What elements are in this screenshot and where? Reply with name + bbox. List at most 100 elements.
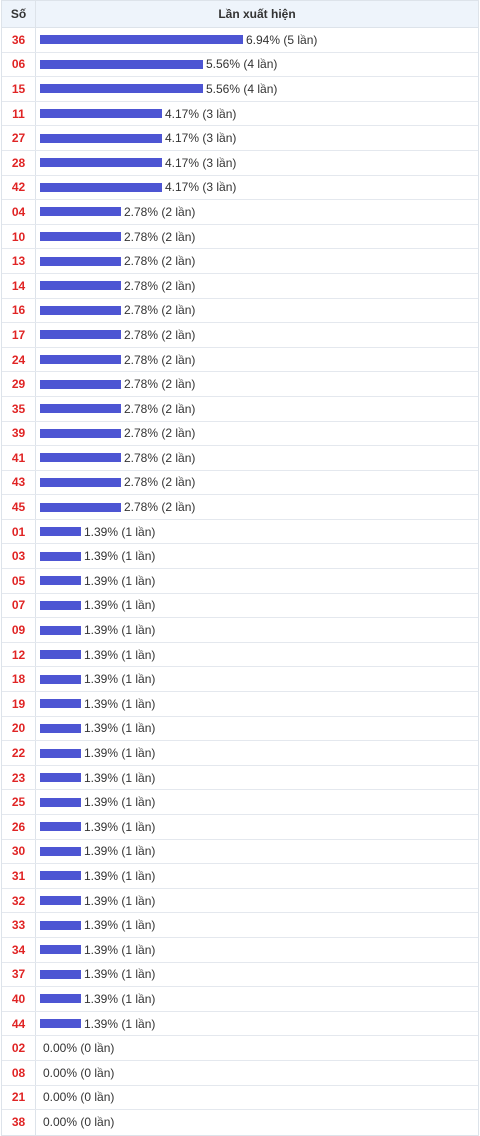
bar-label: 2.78% (2 lần)	[124, 450, 196, 465]
bar-label: 1.39% (1 lần)	[84, 746, 156, 761]
bar-cell: 2.78% (2 lần)	[36, 471, 478, 495]
bar-cell: 0.00% (0 lần)	[36, 1110, 478, 1135]
table-row: 09 1.39% (1 lần)	[2, 618, 478, 643]
row-number: 15	[2, 77, 36, 101]
bar-label: 1.39% (1 lần)	[84, 524, 156, 539]
bar-label: 1.39% (1 lần)	[84, 770, 156, 785]
bar-label: 4.17% (3 lần)	[165, 131, 237, 146]
frequency-bar	[40, 281, 121, 291]
bar-cell: 5.56% (4 lần)	[36, 77, 478, 101]
table-row: 26 1.39% (1 lần)	[2, 815, 478, 840]
table-header: Số Lần xuất hiện	[2, 1, 478, 28]
bar-label: 2.78% (2 lần)	[124, 229, 196, 244]
table-row: 25 1.39% (1 lần)	[2, 790, 478, 815]
table-row: 36 6.94% (5 lần)	[2, 28, 478, 53]
bar-label: 1.39% (1 lần)	[84, 942, 156, 957]
bar-label: 2.78% (2 lần)	[124, 377, 196, 392]
row-number: 21	[2, 1085, 36, 1110]
frequency-bar	[40, 158, 162, 168]
bar-cell: 1.39% (1 lần)	[36, 520, 478, 544]
row-number: 12	[2, 642, 36, 667]
bar-cell: 4.17% (3 lần)	[36, 102, 478, 126]
frequency-bar	[40, 477, 121, 487]
frequency-bar	[40, 428, 121, 438]
frequency-bar	[40, 797, 81, 807]
row-number: 13	[2, 249, 36, 273]
frequency-bar	[40, 969, 81, 979]
table-row: 38 0.00% (0 lần)	[2, 1110, 478, 1135]
row-number: 05	[2, 569, 36, 593]
row-number: 33	[2, 913, 36, 937]
row-number: 44	[2, 1011, 36, 1036]
frequency-bar	[40, 527, 81, 537]
table-row: 35 2.78% (2 lần)	[2, 396, 478, 422]
table-row: 37 1.39% (1 lần)	[2, 962, 478, 988]
bar-cell: 2.78% (2 lần)	[36, 348, 478, 372]
bar-label: 2.78% (2 lần)	[124, 327, 196, 342]
frequency-bar	[40, 404, 121, 414]
bar-cell: 1.39% (1 lần)	[36, 889, 478, 913]
row-number: 32	[2, 888, 36, 913]
bar-label: 1.39% (1 lần)	[84, 819, 156, 834]
frequency-bar	[40, 748, 81, 758]
frequency-bar	[40, 256, 121, 266]
row-number: 16	[2, 298, 36, 323]
table-row: 41 2.78% (2 lần)	[2, 446, 478, 471]
row-number: 26	[2, 815, 36, 839]
bar-cell: 2.78% (2 lần)	[36, 372, 478, 396]
frequency-bar	[40, 650, 81, 660]
table-row: 43 2.78% (2 lần)	[2, 470, 478, 496]
bar-label: 2.78% (2 lần)	[124, 426, 196, 441]
table-row: 07 1.39% (1 lần)	[2, 593, 478, 619]
frequency-bar	[40, 773, 81, 783]
bar-label: 0.00% (0 lần)	[43, 1090, 115, 1105]
row-number: 02	[2, 1036, 36, 1060]
table-row: 04 2.78% (2 lần)	[2, 200, 478, 225]
row-number: 03	[2, 544, 36, 569]
table-row: 34 1.39% (1 lần)	[2, 937, 478, 963]
bar-label: 1.39% (1 lần)	[84, 868, 156, 883]
frequency-bar	[40, 109, 162, 119]
bar-cell: 4.17% (3 lần)	[36, 151, 478, 175]
row-number: 08	[2, 1060, 36, 1085]
table-row: 14 2.78% (2 lần)	[2, 273, 478, 299]
table-row: 05 1.39% (1 lần)	[2, 569, 478, 594]
bar-cell: 1.39% (1 lần)	[36, 692, 478, 716]
frequency-bar	[40, 625, 81, 635]
bar-cell: 2.78% (2 lần)	[36, 397, 478, 421]
bar-cell: 2.78% (2 lần)	[36, 249, 478, 273]
bar-label: 2.78% (2 lần)	[124, 303, 196, 318]
table-row: 39 2.78% (2 lần)	[2, 421, 478, 447]
row-number: 42	[2, 175, 36, 200]
frequency-bar	[40, 994, 81, 1004]
bar-cell: 1.39% (1 lần)	[36, 913, 478, 937]
bar-label: 1.39% (1 lần)	[84, 795, 156, 810]
frequency-bar	[40, 232, 121, 242]
table-row: 03 1.39% (1 lần)	[2, 544, 478, 570]
bar-cell: 1.39% (1 lần)	[36, 790, 478, 814]
bar-label: 2.78% (2 lần)	[124, 401, 196, 416]
frequency-bar	[40, 600, 81, 610]
table-row: 30 1.39% (1 lần)	[2, 839, 478, 865]
bar-label: 5.56% (4 lần)	[206, 57, 278, 72]
bar-cell: 2.78% (2 lần)	[36, 225, 478, 249]
bar-cell: 1.39% (1 lần)	[36, 544, 478, 568]
bar-label: 1.39% (1 lần)	[84, 647, 156, 662]
table-row: 19 1.39% (1 lần)	[2, 692, 478, 717]
bar-cell: 1.39% (1 lần)	[36, 766, 478, 790]
table-row: 44 1.39% (1 lần)	[2, 1011, 478, 1037]
bar-label: 2.78% (2 lần)	[124, 475, 196, 490]
bar-cell: 1.39% (1 lần)	[36, 569, 478, 593]
row-number: 06	[2, 52, 36, 77]
row-number: 36	[2, 28, 36, 52]
table-row: 11 4.17% (3 lần)	[2, 101, 478, 127]
table-row: 18 1.39% (1 lần)	[2, 667, 478, 693]
bar-cell: 4.17% (3 lần)	[36, 126, 478, 150]
bar-label: 6.94% (5 lần)	[246, 32, 318, 47]
bar-cell: 1.39% (1 lần)	[36, 963, 478, 987]
frequency-bar	[40, 182, 162, 192]
table-row: 33 1.39% (1 lần)	[2, 913, 478, 938]
bar-cell: 2.78% (2 lần)	[36, 495, 478, 519]
table-row: 12 1.39% (1 lần)	[2, 642, 478, 668]
